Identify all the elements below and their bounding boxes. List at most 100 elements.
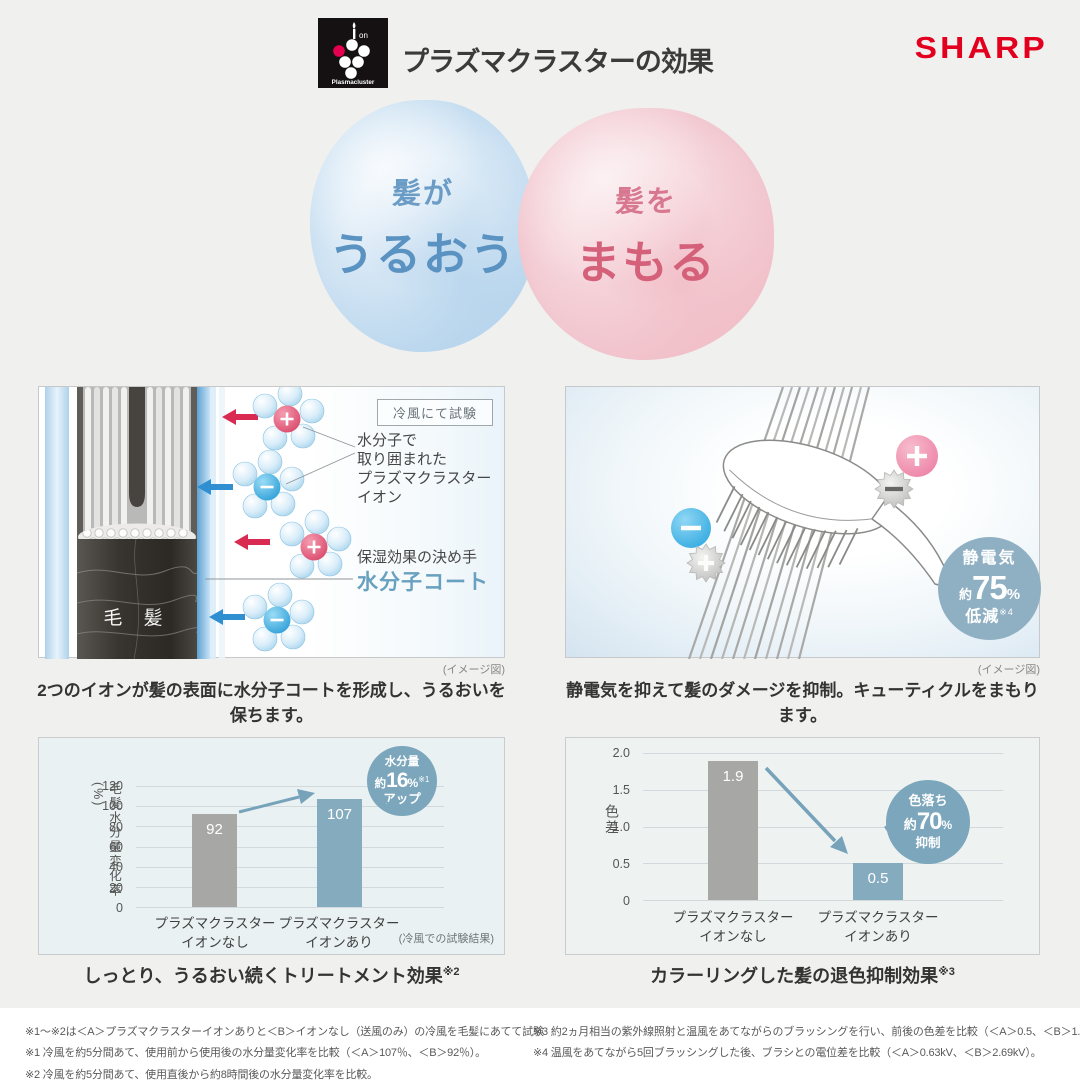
bristles <box>715 485 859 569</box>
footnotes-area: ※1〜※2は＜A＞プラズマクラスターイオンありと＜B＞イオンなし（送風のみ）の冷… <box>0 1008 1080 1080</box>
coat-note-big: 水分子コート <box>357 571 489 594</box>
y-tick-label: 1.5 <box>612 783 630 798</box>
bar-value: 107 <box>326 806 353 824</box>
badge-line1: 静電気 <box>962 550 1017 568</box>
color-fade-chart-caption: カラーリングした髪の退色抑制効果※3 <box>650 966 955 986</box>
brush <box>715 439 949 586</box>
bar-with-ion: 107 <box>317 799 362 907</box>
gridline <box>136 786 444 788</box>
gridline <box>136 846 444 848</box>
y-tick-label: 40 <box>109 860 123 875</box>
bar-value: 92 <box>206 821 223 839</box>
y-tick-label: 0.5 <box>612 857 630 872</box>
y-tick-label: 0 <box>623 894 630 908</box>
y-tick-label: 1.0 <box>612 820 630 835</box>
static-spark-minus <box>874 469 914 509</box>
page-title: プラズマクラスターの効果 <box>402 47 714 77</box>
badge-line3: 低減※4 <box>965 606 1014 626</box>
category-label: プラズマクラスター イオンあり <box>817 910 939 944</box>
plot-area: 92 107 <box>136 776 444 908</box>
plus-ion-cluster <box>279 509 352 579</box>
static-reduction-badge: 静電気 約75% 低減※4 <box>938 537 1041 640</box>
footnote: ※1〜※2は＜A＞プラズマクラスターイオンありと＜B＞イオンなし（送風のみ）の冷… <box>25 1026 544 1038</box>
moisture-diagram-panel: 毛 髪 <box>38 386 505 659</box>
y-tick-label: 100 <box>102 799 123 814</box>
footnote: ※1 冷風を約5分間あて、使用前から使用後の水分量変化率を比較（＜A＞107％、… <box>25 1047 486 1060</box>
brush-illustration <box>671 387 949 659</box>
category-label: プラズマクラスター イオンあり <box>278 916 400 950</box>
annotation-bubble: 色落ち 約70% 抑制 <box>886 780 970 864</box>
static-caption: 静電気を抑えて髪のダメージを抑制。キューティクルをまもります。 <box>566 681 1039 725</box>
water-coat-layer <box>197 387 225 659</box>
image-note: (イメージ図) <box>977 664 1040 676</box>
hair-shaft: 毛 髪 <box>76 538 200 659</box>
hair-coat-illustration: 毛 髪 <box>45 387 356 659</box>
y-tick-label: 20 <box>109 880 123 895</box>
chart-note: (冷風での試験結果) <box>398 933 494 945</box>
moisture-chart: 毛髪水分量変化率(%) 0 20 40 60 80 100 120 92 107 水分量 約… <box>38 737 505 955</box>
y-tick-label: 0 <box>116 901 123 915</box>
plus-ion <box>896 435 938 477</box>
hero-circle-moisturize: 髪が うるおう <box>310 100 536 352</box>
hero-text-big: うるおう <box>328 228 517 280</box>
left-air-band <box>45 387 69 659</box>
gridline <box>136 826 444 828</box>
bar-no-ion: 1.9 <box>708 760 758 900</box>
footnote: ※3 約2ヵ月相当の紫外線照射と温風をあてながらのブラッシングを行い、前後の色差… <box>533 1026 1080 1038</box>
sharp-logo: SHARP <box>914 30 1048 65</box>
plasmacluster-label: Plasmacluster <box>332 79 375 86</box>
y-ticks: 0 0.5 1.0 1.5 2.0 <box>566 746 636 908</box>
callout-line <box>285 452 356 485</box>
badge-value: 約75% <box>958 568 1021 606</box>
gridline <box>136 806 444 808</box>
hero-text-big: まもる <box>575 236 717 288</box>
hair-label: 毛 髪 <box>103 607 170 629</box>
gridline <box>136 907 444 908</box>
y-tick-label: 120 <box>102 779 123 794</box>
gridline <box>136 886 444 888</box>
bar-no-ion: 92 <box>192 814 237 907</box>
hair-fibers <box>77 387 197 539</box>
y-ticks: 0 20 40 60 80 100 120 <box>39 776 129 915</box>
minus-ion-cluster <box>232 449 305 519</box>
annotation-bubble: 水分量 約16%※1 アップ <box>367 746 437 816</box>
plasmacluster-logo: on Plasmacluster <box>318 18 388 88</box>
image-note: (イメージ図) <box>442 664 505 676</box>
red-dot <box>333 45 345 57</box>
hero-text-small: 髪が <box>391 177 454 210</box>
coat-note-small: 保湿効果の決め手 <box>357 549 478 566</box>
ion-label: on <box>359 31 368 40</box>
flame-icon <box>352 22 356 29</box>
y-tick-label: 2.0 <box>612 746 630 761</box>
plus-ion-cluster <box>252 387 325 451</box>
y-axis-label: 色差 <box>604 804 620 836</box>
y-axis-label: 毛髪水分量変化率(%) <box>91 782 121 898</box>
bar-with-ion: 0.5 <box>853 863 903 900</box>
y-tick-label: 60 <box>109 840 123 855</box>
y-tick-label: 80 <box>109 819 123 834</box>
gridline <box>643 790 1003 791</box>
footnotes-right: ※3 約2ヵ月相当の紫外線照射と温風をあてながらのブラッシングを行い、前後の色差… <box>533 1022 1080 1065</box>
plus-ion-arrow <box>222 409 258 425</box>
minus-ion <box>671 508 711 548</box>
static-diagram-panel: 静電気 約75% 低減※4 <box>565 386 1041 659</box>
static-spark-plus <box>686 543 726 583</box>
plot-area: 1.9 0.5 <box>643 746 1003 901</box>
brush-handle <box>871 498 949 586</box>
callout-line <box>302 426 356 448</box>
trend-arrow <box>764 766 848 854</box>
category-label: プラズマクラスター イオンなし <box>672 910 794 944</box>
minus-ion-cluster <box>242 582 315 652</box>
test-condition-badge: 冷風にて試験 <box>377 399 493 426</box>
gridline <box>643 753 1003 755</box>
hero-circle-protect: 髪を まもる <box>518 108 774 360</box>
trend-arrow <box>238 789 315 814</box>
footnote: ※4 温風をあてながら5回ブラッシングした後、ブラシとの電位差を比較（＜A＞0.… <box>533 1047 1042 1060</box>
gridline <box>643 900 1003 901</box>
footnote: ※2 冷風を約5分間あて、使用直後から約8時間後の水分量変化率を比較。 <box>25 1068 378 1080</box>
moisture-chart-caption: しっとり、うるおい続くトリートメント効果※2 <box>83 966 460 986</box>
plus-ion-arrow <box>234 534 270 550</box>
footnotes-left: ※1〜※2は＜A＞プラズマクラスターイオンありと＜B＞イオンなし（送風のみ）の冷… <box>25 1022 544 1080</box>
gridline <box>136 866 444 868</box>
